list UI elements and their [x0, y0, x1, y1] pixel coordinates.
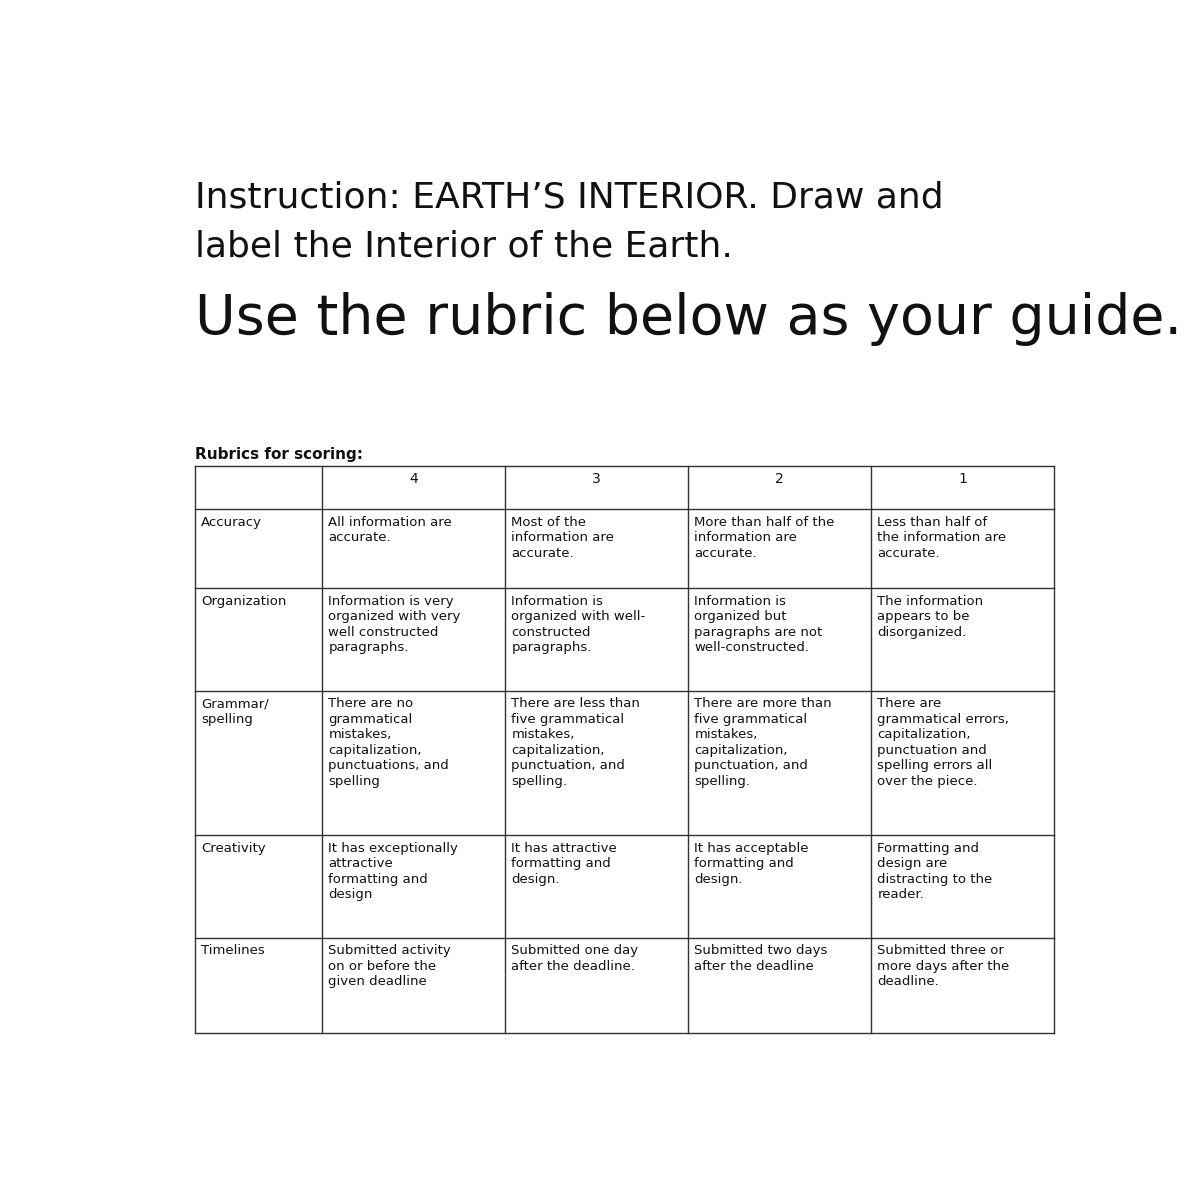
Text: There are less than
five grammatical
mistakes,
capitalization,
punctuation, and
: There are less than five grammatical mis… — [511, 697, 641, 787]
Text: Submitted three or
more days after the
deadline.: Submitted three or more days after the d… — [877, 944, 1009, 989]
Text: 3: 3 — [592, 472, 601, 486]
Text: Information is very
organized with very
well constructed
paragraphs.: Information is very organized with very … — [329, 595, 461, 654]
Text: More than half of the
information are
accurate.: More than half of the information are ac… — [695, 516, 835, 560]
Text: Information is
organized with well-
constructed
paragraphs.: Information is organized with well- cons… — [511, 595, 646, 654]
Text: There are no
grammatical
mistakes,
capitalization,
punctuations, and
spelling: There are no grammatical mistakes, capit… — [329, 697, 449, 787]
Text: The information
appears to be
disorganized.: The information appears to be disorganiz… — [877, 595, 984, 638]
Text: 4: 4 — [409, 472, 418, 486]
Text: Timelines: Timelines — [202, 944, 265, 958]
Text: Use the rubric below as your guide.: Use the rubric below as your guide. — [194, 292, 1182, 346]
Text: It has attractive
formatting and
design.: It has attractive formatting and design. — [511, 842, 617, 886]
Text: Less than half of
the information are
accurate.: Less than half of the information are ac… — [877, 516, 1007, 560]
Text: Rubrics for scoring:: Rubrics for scoring: — [194, 448, 362, 462]
Text: There are
grammatical errors,
capitalization,
punctuation and
spelling errors al: There are grammatical errors, capitaliza… — [877, 697, 1009, 787]
Text: There are more than
five grammatical
mistakes,
capitalization,
punctuation, and
: There are more than five grammatical mis… — [695, 697, 832, 787]
Text: 1: 1 — [958, 472, 967, 486]
Text: Accuracy: Accuracy — [202, 516, 262, 529]
Text: Instruction: EARTH’S INTERIOR. Draw and: Instruction: EARTH’S INTERIOR. Draw and — [194, 181, 943, 215]
Text: 2: 2 — [775, 472, 784, 486]
Text: All information are
accurate.: All information are accurate. — [329, 516, 452, 545]
Text: Submitted two days
after the deadline: Submitted two days after the deadline — [695, 944, 828, 973]
Text: Most of the
information are
accurate.: Most of the information are accurate. — [511, 516, 614, 560]
Text: Information is
organized but
paragraphs are not
well-constructed.: Information is organized but paragraphs … — [695, 595, 823, 654]
Text: Grammar/
spelling: Grammar/ spelling — [202, 697, 269, 726]
Text: label the Interior of the Earth.: label the Interior of the Earth. — [194, 229, 732, 263]
Text: Creativity: Creativity — [202, 842, 265, 854]
Text: Formatting and
design are
distracting to the
reader.: Formatting and design are distracting to… — [877, 842, 992, 901]
Text: It has exceptionally
attractive
formatting and
design: It has exceptionally attractive formatti… — [329, 842, 458, 901]
Text: It has acceptable
formatting and
design.: It has acceptable formatting and design. — [695, 842, 809, 886]
Text: Organization: Organization — [202, 595, 287, 608]
Text: Submitted one day
after the deadline.: Submitted one day after the deadline. — [511, 944, 638, 973]
Text: Submitted activity
on or before the
given deadline: Submitted activity on or before the give… — [329, 944, 451, 989]
